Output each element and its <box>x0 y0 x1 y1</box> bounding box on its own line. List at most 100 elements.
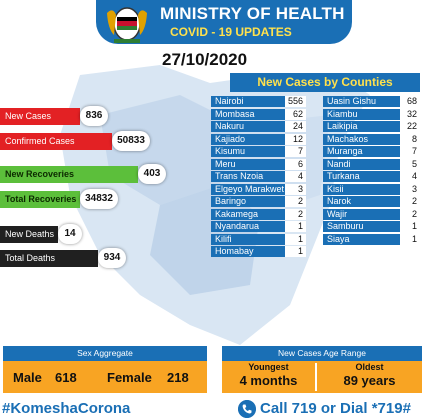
total-deaths-value: 934 <box>98 248 126 268</box>
county-name: Elgeyo Marakwet <box>211 183 285 195</box>
county-value: 7 <box>400 146 420 157</box>
county-row: Laikipia 22 <box>323 121 420 132</box>
new-cases-label: New Cases <box>0 108 80 125</box>
county-row: Nyandarua 1 <box>211 221 306 232</box>
county-row: Kakamega 2 <box>211 208 306 220</box>
county-name: Kakamega <box>211 208 285 220</box>
county-name: Narok <box>323 196 400 207</box>
county-value: 2 <box>400 208 420 220</box>
total-recoveries-value: 34832 <box>80 189 118 209</box>
county-value: 32 <box>400 108 420 120</box>
county-value: 3 <box>400 183 420 195</box>
female-value: 218 <box>167 370 189 385</box>
county-row: Samburu 1 <box>323 221 420 232</box>
county-name: Samburu <box>323 221 400 232</box>
county-name: Baringo <box>211 196 285 207</box>
county-name: Wajir <box>323 208 400 220</box>
county-name: Kiambu <box>323 108 400 120</box>
male-label: Male <box>13 370 42 385</box>
age-range-panel: New Cases Age Range Youngest 4 months Ol… <box>222 346 422 393</box>
female-label: Female <box>107 370 152 385</box>
total-recoveries-label: Total Recoveries <box>0 191 80 208</box>
county-row: Nairobi 556 <box>211 96 306 107</box>
county-value: 5 <box>400 158 420 170</box>
county-name: Nandi <box>323 158 400 170</box>
oldest-value: 89 years <box>343 373 396 388</box>
county-name: Kilifi <box>211 233 285 245</box>
call-text: Call 719 or Dial *719# <box>260 400 411 417</box>
county-row: Homabay 1 <box>211 246 306 257</box>
county-row: Nakuru 24 <box>211 121 306 132</box>
male-value: 618 <box>55 370 77 385</box>
county-value: 1 <box>400 233 420 245</box>
county-row: Trans Nzoia 4 <box>211 171 306 182</box>
kenya-coat-of-arms-icon <box>107 7 147 43</box>
oldest-label: Oldest <box>355 362 384 372</box>
age-divider <box>315 363 317 391</box>
county-name: Kajiado <box>211 133 285 145</box>
county-value: 8 <box>400 133 420 145</box>
county-name: Kisii <box>323 183 400 195</box>
county-value: 7 <box>285 146 306 157</box>
hashtag-text: #KomeshaCorona <box>2 400 131 417</box>
total-deaths-label: Total Deaths <box>0 250 98 267</box>
county-value: 1 <box>400 221 420 232</box>
county-row: Narok 2 <box>323 196 420 207</box>
county-row: Kisumu 7 <box>211 146 306 157</box>
counties-title: New Cases by Counties <box>230 73 420 92</box>
county-name: Muranga <box>323 146 400 157</box>
county-name: Meru <box>211 158 285 170</box>
county-row: Machakos 8 <box>323 133 420 145</box>
county-row: Wajir 2 <box>323 208 420 220</box>
county-value: 4 <box>285 171 306 182</box>
county-row: Kisii 3 <box>323 183 420 195</box>
county-row: Kiambu 32 <box>323 108 420 120</box>
new-cases-value: 836 <box>80 106 108 126</box>
county-row: Kilifi 1 <box>211 233 306 245</box>
youngest-label: Youngest <box>248 362 289 372</box>
county-row: Baringo 2 <box>211 196 306 207</box>
county-value: 556 <box>285 96 306 107</box>
report-date: 27/10/2020 <box>162 50 248 69</box>
county-name: Trans Nzoia <box>211 171 285 182</box>
county-value: 24 <box>285 121 306 132</box>
county-value: 1 <box>285 233 306 245</box>
county-value: 6 <box>285 158 306 170</box>
new-deaths-label: New Deaths <box>0 226 58 243</box>
county-value: 4 <box>400 171 420 182</box>
page-title: MINISTRY OF HEALTH <box>160 4 345 23</box>
county-name: Nairobi <box>211 96 285 107</box>
county-row: Turkana 4 <box>323 171 420 182</box>
county-row: Elgeyo Marakwet 3 <box>211 183 306 195</box>
youngest-value: 4 months <box>239 373 298 388</box>
county-name: Nakuru <box>211 121 285 132</box>
new-recoveries-label: New Recoveries <box>0 166 138 183</box>
county-value: 3 <box>285 183 306 195</box>
county-row: Nandi 5 <box>323 158 420 170</box>
county-name: Kisumu <box>211 146 285 157</box>
county-value: 1 <box>285 221 306 232</box>
county-value: 12 <box>285 133 306 145</box>
county-row: Muranga 7 <box>323 146 420 157</box>
confirmed-cases-label: Confirmed Cases <box>0 133 112 150</box>
county-row: Kajiado 12 <box>211 133 306 145</box>
sex-aggregate-panel: Sex Aggregate Male 618 Female 218 <box>3 346 207 393</box>
new-deaths-value: 14 <box>58 224 82 244</box>
county-row: Meru 6 <box>211 158 306 170</box>
sex-aggregate-title: Sex Aggregate <box>3 346 207 361</box>
county-name: Mombasa <box>211 108 285 120</box>
county-name: Machakos <box>323 133 400 145</box>
phone-icon <box>238 400 256 418</box>
county-value: 2 <box>285 196 306 207</box>
age-range-title: New Cases Age Range <box>222 346 422 361</box>
county-name: Homabay <box>211 246 285 257</box>
county-name: Siaya <box>323 233 400 245</box>
county-value: 62 <box>285 108 306 120</box>
county-value: 22 <box>400 121 420 132</box>
new-recoveries-value: 403 <box>138 164 166 184</box>
page-subtitle: COVID - 19 UPDATES <box>170 25 292 39</box>
county-value: 2 <box>400 196 420 207</box>
county-row: Siaya 1 <box>323 233 420 245</box>
county-value: 68 <box>400 96 420 107</box>
county-name: Turkana <box>323 171 400 182</box>
